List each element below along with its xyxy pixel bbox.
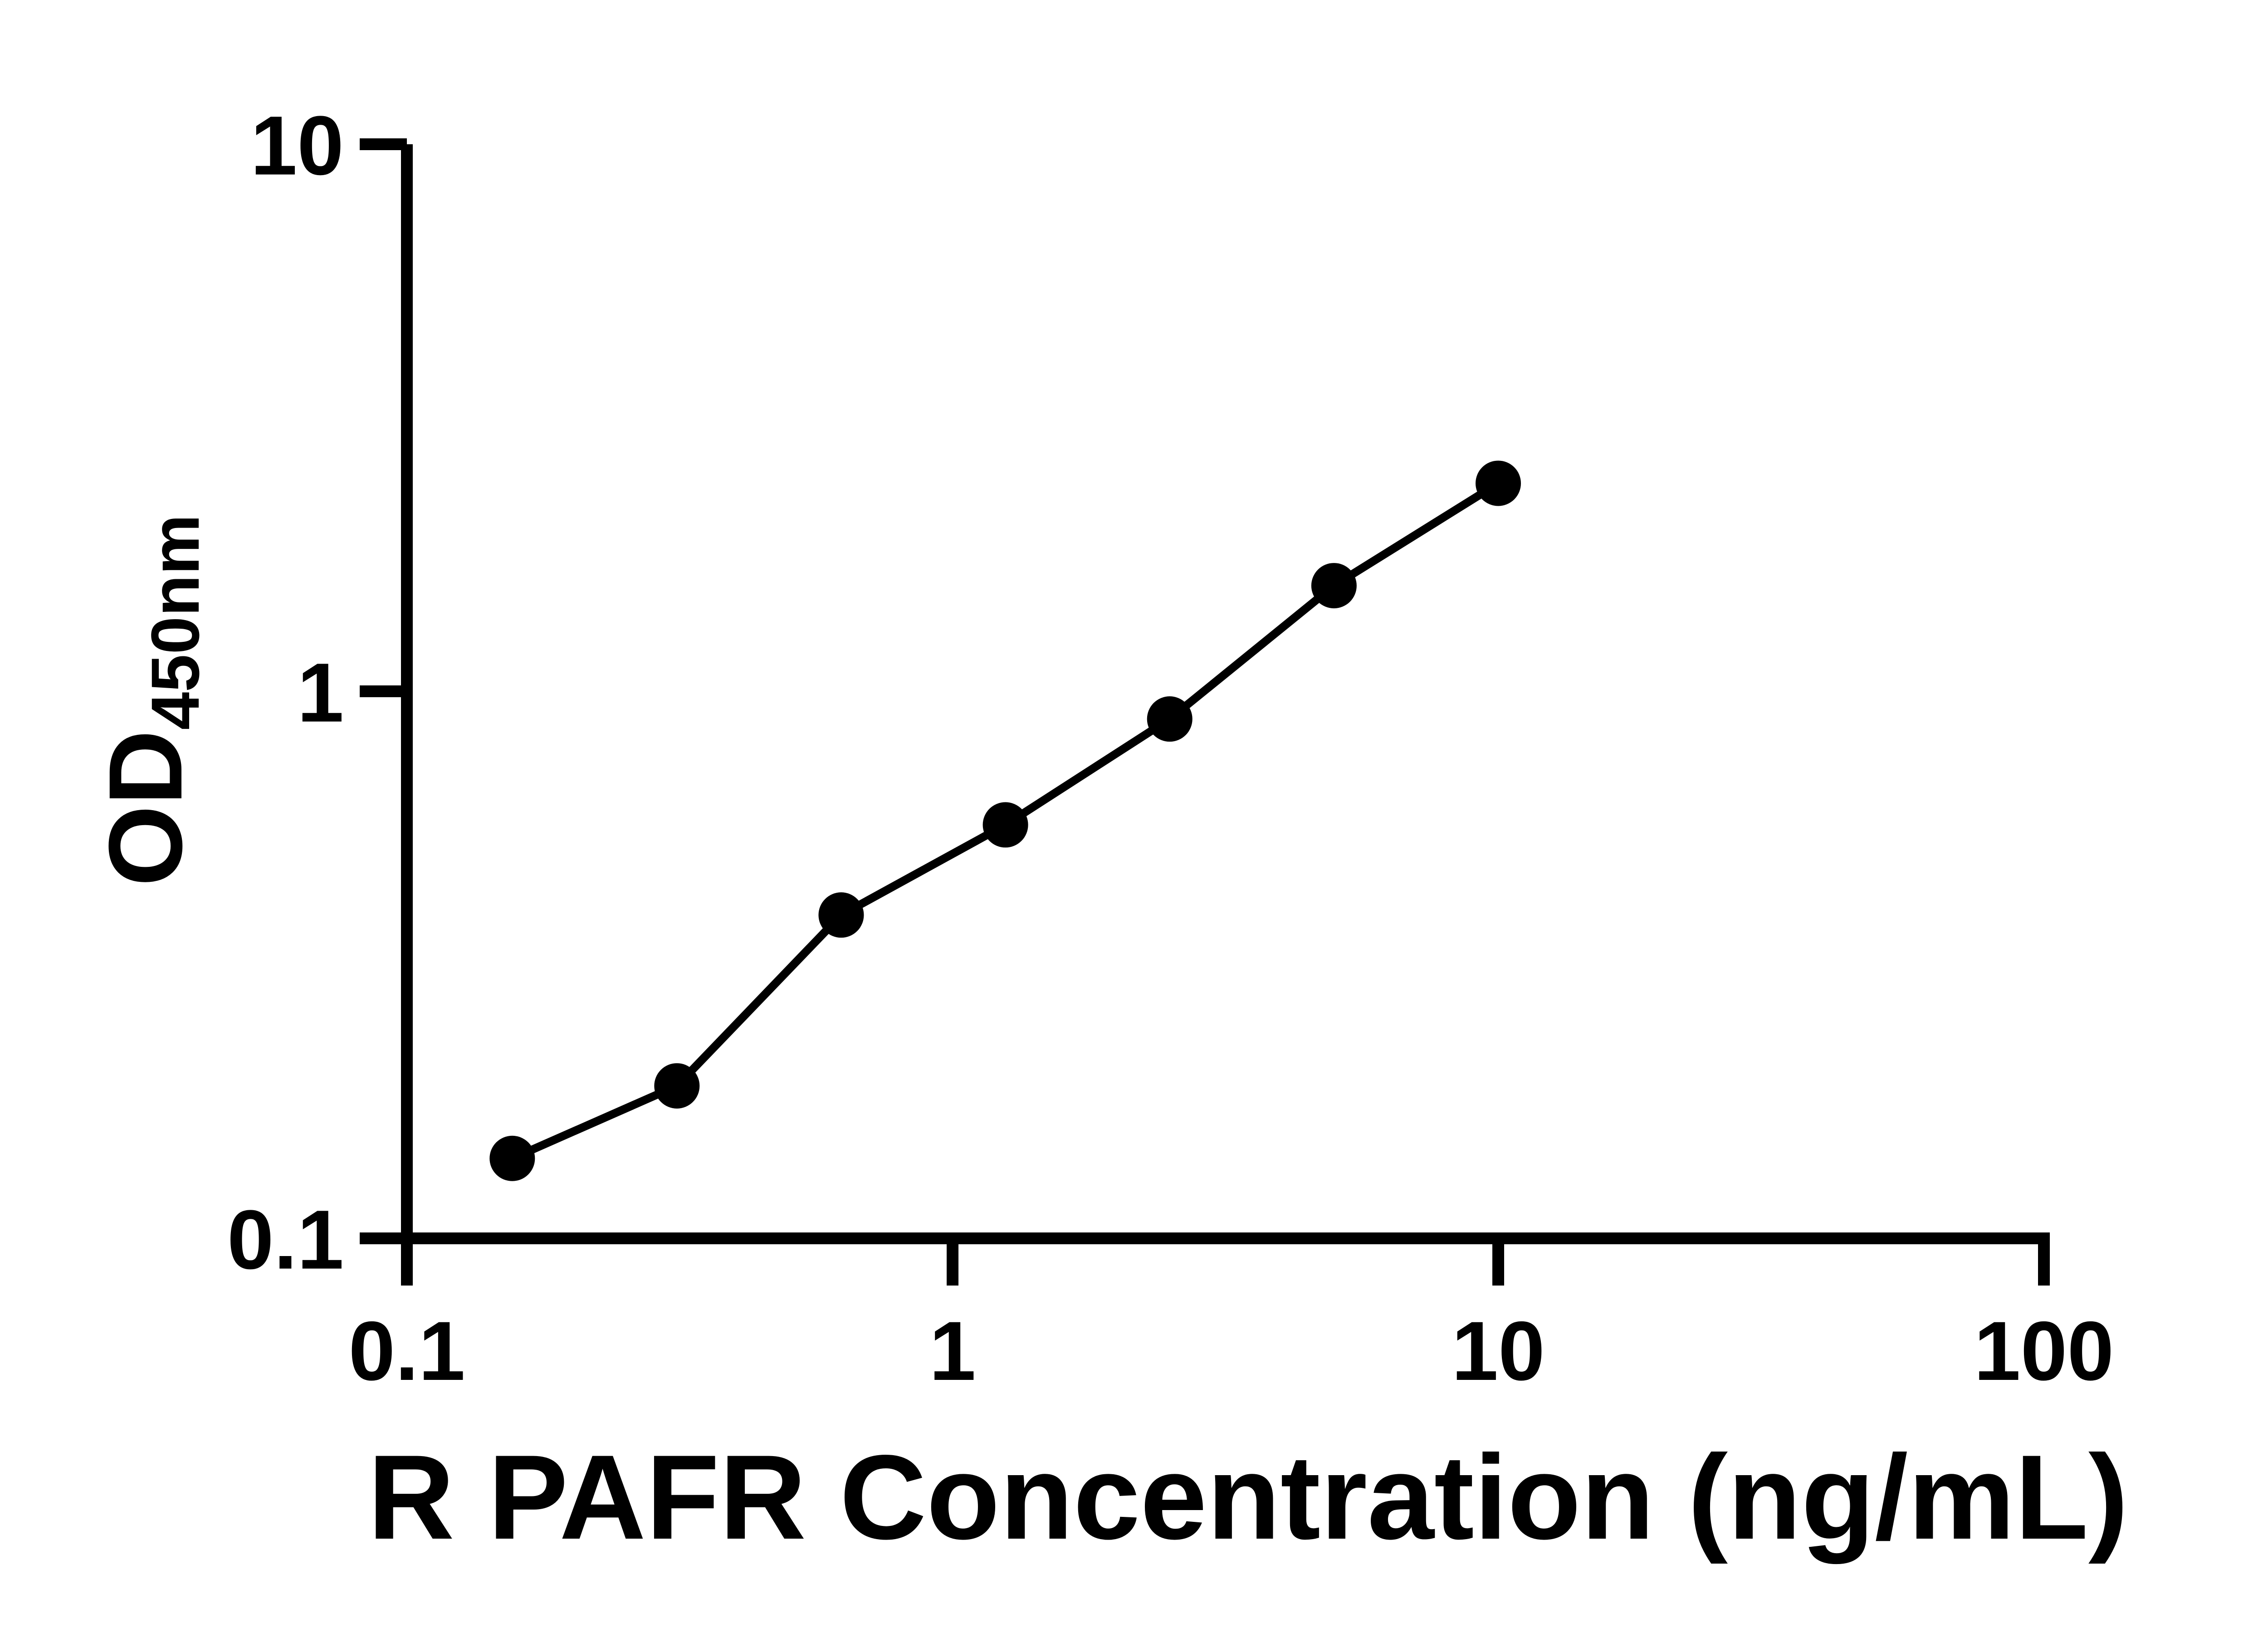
- y-axis-title-main: OD: [87, 730, 204, 886]
- x-axis-title: R PAFR Concentration (ng/mL): [368, 1430, 2128, 1565]
- data-point: [1147, 696, 1193, 742]
- data-point: [982, 802, 1028, 848]
- x-tick-label: 0.1: [348, 1305, 465, 1398]
- y-axis-title: OD450nm: [87, 514, 213, 886]
- data-point: [654, 1063, 700, 1109]
- y-tick-label: 1: [297, 646, 344, 740]
- data-point: [818, 892, 864, 938]
- x-tick-label: 100: [1974, 1305, 2114, 1398]
- data-point: [1476, 460, 1521, 506]
- data-point: [1311, 563, 1357, 609]
- data-point: [489, 1135, 535, 1181]
- x-tick-label: 10: [1452, 1305, 1545, 1398]
- y-tick-label: 0.1: [227, 1193, 344, 1287]
- x-tick-label: 1: [929, 1305, 976, 1398]
- y-axis-title-subscript: 450nm: [137, 514, 213, 730]
- y-tick-label: 10: [250, 99, 344, 193]
